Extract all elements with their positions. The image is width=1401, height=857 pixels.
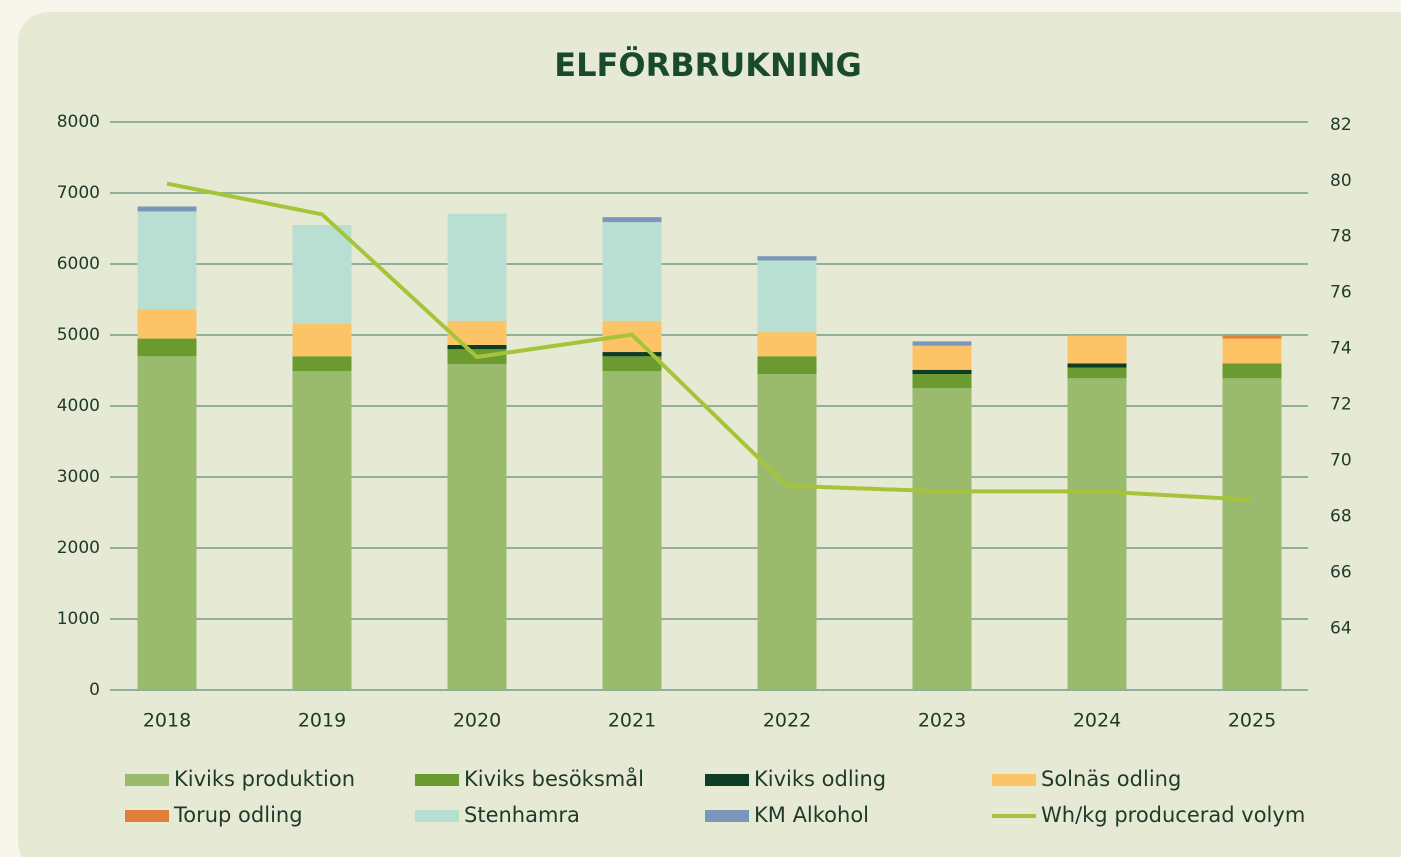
x-tick-label: 2018 [143, 710, 191, 732]
bar-segment [602, 352, 662, 357]
bar-segment [757, 356, 817, 375]
bar-segment [757, 256, 817, 261]
x-tick-label: 2021 [608, 710, 656, 732]
x-tick-label: 2019 [298, 710, 346, 732]
legend-swatch [705, 774, 749, 786]
bar-segment [292, 371, 352, 690]
legend-label: Stenhamra [464, 803, 580, 827]
y2-tick-label: 66 [1330, 562, 1352, 582]
legend-swatch [125, 774, 169, 786]
bar-segment [137, 338, 197, 357]
y2-tick-label: 64 [1330, 618, 1352, 638]
bar-segment [447, 213, 507, 321]
y2-tick-label: 76 [1330, 283, 1352, 303]
y-tick-label: 3000 [57, 467, 100, 487]
x-tick-label: 2025 [1228, 710, 1276, 732]
bar-segment [1067, 363, 1127, 368]
bar-segment [1067, 378, 1127, 690]
y2-tick-label: 80 [1330, 171, 1352, 191]
legend-label: Torup odling [173, 803, 303, 827]
legend-label: Wh/kg producerad volym [1041, 803, 1305, 827]
bar-segment [912, 374, 972, 389]
y-tick-label: 0 [89, 680, 100, 700]
legend-label: KM Alkohol [754, 803, 869, 827]
bar-segment [1222, 335, 1282, 339]
y-tick-label: 2000 [57, 538, 100, 558]
bar-segment [1067, 367, 1127, 379]
bar-segment [757, 332, 817, 357]
y2-tick-label: 70 [1330, 451, 1352, 471]
legend-swatch [992, 774, 1036, 786]
card [18, 12, 1401, 857]
bar-segment [447, 364, 507, 690]
bar-segment [1222, 363, 1282, 379]
legend-label: Kiviks besöksmål [464, 766, 644, 791]
y-tick-label: 4000 [57, 396, 100, 416]
bar-segment [137, 356, 197, 690]
bar-segment [292, 356, 352, 372]
y-tick-label: 8000 [57, 112, 100, 132]
y2-tick-label: 72 [1330, 395, 1352, 415]
bar-segment [602, 217, 662, 223]
legend-swatch [415, 810, 459, 822]
x-tick-label: 2022 [763, 710, 811, 732]
x-tick-label: 2023 [918, 710, 966, 732]
legend-swatch [125, 810, 169, 822]
bar-segment [137, 309, 197, 339]
bar-segment [137, 206, 197, 212]
bar-segment [912, 341, 972, 346]
bar-segment [1222, 338, 1282, 364]
bar-segment [1222, 378, 1282, 690]
bar-segment [137, 211, 197, 310]
bar-segment [602, 356, 662, 372]
bar-segment [602, 222, 662, 321]
bar-segment [447, 344, 507, 350]
y-tick-label: 6000 [57, 254, 100, 274]
bar-segment [447, 320, 507, 345]
legend-label: Kiviks produktion [174, 767, 355, 791]
y-tick-label: 5000 [57, 325, 100, 345]
legend-swatch [415, 774, 459, 786]
bar-segment [912, 388, 972, 690]
y2-tick-label: 78 [1330, 227, 1352, 247]
bar-segment [912, 345, 972, 370]
y-tick-label: 1000 [57, 609, 100, 629]
y2-tick-label: 74 [1330, 339, 1352, 359]
line-series [166, 181, 1253, 502]
bar-segment [292, 323, 352, 357]
x-tick-label: 2024 [1073, 710, 1121, 732]
y2-tick-label: 82 [1330, 115, 1352, 135]
bar-segment [1067, 335, 1127, 364]
y2-tick-label: 68 [1330, 507, 1352, 527]
bar-segment [757, 374, 817, 690]
legend-label: Solnäs odling [1041, 767, 1181, 791]
legend-swatch [705, 810, 749, 822]
bar-segment [912, 369, 972, 375]
bar-segment [602, 371, 662, 690]
x-tick-label: 2020 [453, 710, 501, 732]
y-tick-label: 7000 [57, 183, 100, 203]
bar-segment [757, 260, 817, 333]
legend-label: Kiviks odling [754, 767, 886, 791]
bar-segment [292, 224, 352, 324]
chart-title: ELFÖRBRUKNING [554, 46, 862, 84]
